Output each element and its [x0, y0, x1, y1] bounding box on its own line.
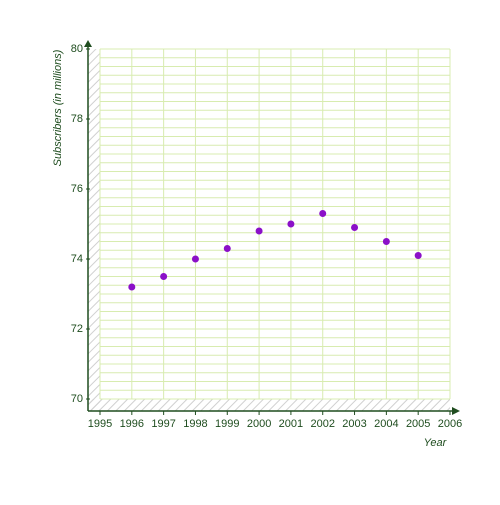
x-tick-label: 1995 [88, 418, 112, 430]
point [223, 245, 231, 252]
x-tick-label: 2003 [342, 418, 366, 430]
point [191, 255, 199, 263]
x-tick-label: 2002 [310, 418, 334, 430]
y-tick-label: 70 [71, 393, 83, 405]
y-tick-label: 80 [71, 43, 83, 55]
x-axis-arrow [452, 407, 460, 415]
point [351, 224, 359, 231]
x-tick-label: 1998 [183, 418, 207, 430]
x-tick-label: 1999 [215, 418, 239, 430]
y-tick-label: 78 [71, 113, 83, 125]
y-axis-arrow [84, 40, 92, 47]
y-tick-label: 74 [71, 253, 83, 265]
x-tick-label: 1997 [151, 418, 175, 430]
point [160, 273, 168, 280]
y-axis-title: Subscribers (in millions) [52, 49, 64, 166]
point [128, 283, 136, 291]
x-tick-label: 2000 [247, 418, 271, 430]
x-axis-band [88, 399, 450, 411]
y-tick-label: 72 [71, 323, 83, 335]
point [319, 210, 327, 217]
point [382, 238, 390, 245]
x-tick-label: 1996 [120, 418, 144, 430]
x-tick-label: 2005 [406, 418, 430, 430]
y-tick-label: 76 [71, 183, 83, 195]
x-tick-label: 2001 [279, 418, 303, 430]
x-tick-label: 2006 [438, 418, 462, 430]
y-axis-band [88, 49, 100, 411]
x-axis-title: Year [424, 437, 448, 449]
point [255, 227, 263, 235]
point [287, 220, 295, 228]
x-tick-label: 2004 [374, 418, 398, 430]
point [414, 252, 422, 259]
